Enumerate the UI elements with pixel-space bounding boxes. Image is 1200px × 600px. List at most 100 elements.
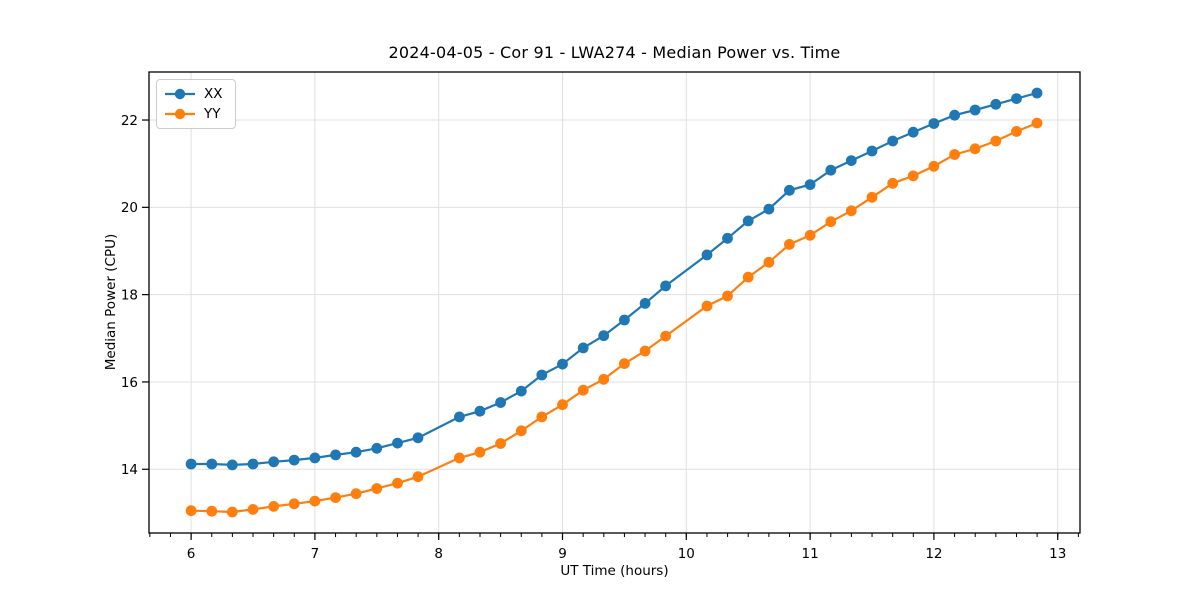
x-tick-label: 12 [925, 546, 942, 562]
x-tick-label: 10 [678, 546, 695, 562]
series-XX-point [887, 135, 899, 147]
series-YY-point [660, 330, 671, 342]
series-YY-line [191, 122, 1038, 514]
series-YY-point [185, 505, 197, 517]
legend-item-XX: XX [164, 86, 223, 102]
y-tick-label: 18 [121, 287, 138, 303]
series-XX-point [1031, 87, 1043, 99]
series-YY-point [907, 170, 919, 182]
series-YY-point [226, 506, 238, 518]
series-YY-point [268, 501, 280, 512]
series-YY-point [639, 345, 651, 357]
series-YY-point [1031, 117, 1043, 129]
series-YY-point [825, 216, 837, 228]
series-XX-point [784, 184, 795, 196]
legend-line-marker-icon [165, 108, 195, 120]
series-XX-point [392, 437, 403, 449]
series-YY-point [206, 505, 218, 517]
series-YY-point [1011, 125, 1022, 137]
series-XX-point [990, 98, 1002, 110]
series-YY-point [474, 446, 486, 458]
series-XX-point [969, 104, 981, 116]
series-YY-point [598, 373, 610, 385]
series-XX-point [371, 442, 383, 454]
legend-line-marker-icon [165, 88, 195, 100]
series-YY-point [309, 495, 321, 507]
series-YY-point [990, 135, 1002, 147]
series-XX-point [701, 249, 713, 261]
series-YY-point [763, 256, 775, 268]
series-YY-point [866, 191, 878, 203]
series-YY-point [557, 399, 568, 411]
series-YY-point [804, 229, 816, 241]
series-YY-point [949, 149, 960, 160]
legend-label: YY [204, 106, 221, 122]
series-XX-line [191, 91, 1038, 467]
series-YY-point [928, 160, 940, 172]
series-YY-point [330, 492, 341, 503]
series-XX-point [536, 369, 548, 381]
x-tick-label: 9 [558, 546, 567, 562]
series-XX-point [495, 397, 506, 408]
series-XX-point [185, 458, 197, 470]
series-XX-point [742, 215, 754, 227]
x-tick-label: 6 [187, 546, 196, 562]
x-tick-label: 8 [434, 546, 443, 562]
series-XX-point [825, 164, 837, 176]
series-XX-point [557, 358, 568, 370]
series-XX-point [309, 452, 321, 464]
series-XX-point [350, 446, 362, 458]
series-YY-point [454, 452, 465, 464]
x-axis-label: UT Time (hours) [560, 563, 669, 579]
series-YY-point [495, 438, 506, 449]
x-tick-label: 13 [1049, 546, 1066, 562]
series-XX-point [226, 459, 238, 471]
y-axis-label: Median Power (CPU) [103, 233, 119, 371]
series-YY-point [371, 483, 383, 494]
series-YY-point [515, 425, 527, 437]
series-XX-point [660, 280, 671, 292]
series-YY-point [577, 384, 589, 396]
series-XX-point [330, 449, 341, 461]
x-tick-label: 11 [802, 546, 819, 562]
series-YY-point [412, 471, 424, 483]
series-XX-point [804, 179, 816, 191]
series-YY-point [350, 488, 362, 500]
legend-item-YY: YY [164, 106, 223, 122]
series-XX-point [288, 454, 300, 466]
series-XX-point [598, 330, 610, 342]
series-XX-point [247, 458, 259, 470]
series-YY-point [722, 290, 733, 302]
series-XX-point [763, 203, 775, 215]
series-XX-point [722, 232, 733, 244]
legend-label: XX [204, 86, 223, 102]
series-YY-point [536, 411, 548, 423]
axes-frame [148, 71, 1081, 534]
series-XX-point [1011, 93, 1022, 104]
x-tick-label: 7 [311, 546, 320, 562]
series-XX-point [515, 385, 527, 397]
series-YY-point [392, 477, 403, 489]
y-tick-label: 20 [121, 200, 138, 216]
series-XX-point [639, 298, 651, 309]
series-XX-point [619, 314, 630, 326]
series-YY-point [969, 143, 981, 155]
series-XX-point [949, 109, 960, 121]
legend: XX YY [156, 79, 236, 129]
series-XX-point [845, 155, 857, 167]
series-XX-point [928, 118, 940, 129]
series-XX-point [268, 456, 280, 468]
series-YY-point [742, 271, 754, 283]
series-YY-point [619, 358, 630, 369]
series-YY-point [701, 300, 713, 312]
y-tick-label: 14 [121, 462, 138, 478]
y-tick-label: 22 [121, 113, 138, 129]
series-YY-point [887, 177, 899, 189]
series-YY-point [784, 239, 795, 250]
y-tick-label: 16 [121, 375, 138, 391]
series-XX-point [474, 405, 486, 417]
series-XX-point [206, 458, 218, 470]
series-XX-point [577, 342, 589, 354]
